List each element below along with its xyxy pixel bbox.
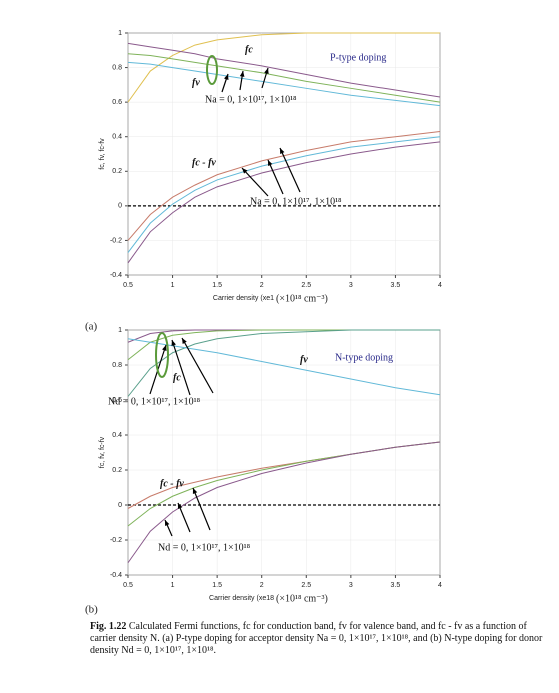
series-line (127, 61, 441, 107)
x-tick-label: 0.5 (123, 582, 133, 589)
x-tick-label: 3 (349, 582, 353, 589)
y-tick-label: 0 (118, 203, 122, 210)
series-line (127, 136, 441, 253)
panel-label: (a) (85, 321, 98, 333)
arrow (241, 167, 269, 197)
x-tick-label: 2 (260, 582, 264, 589)
y-tick-label: 1 (118, 327, 122, 334)
caption: Fig. 1.22 Calculated Fermi functions, fc… (90, 621, 550, 657)
arrow-head (264, 68, 269, 74)
x-tick-label: 4 (438, 582, 442, 589)
annotation: fv (192, 77, 200, 88)
arrow (192, 487, 211, 531)
annotation: N-type doping (335, 352, 393, 363)
y-tick-label: -0.4 (110, 272, 122, 279)
y-axis-label: fc, fv, fc-fv (99, 138, 106, 170)
y-tick-label: 0.8 (112, 362, 122, 369)
series-line (127, 329, 440, 397)
highlight-ellipse (155, 332, 169, 378)
series-line (127, 141, 441, 264)
series-line (127, 42, 441, 98)
y-tick-label: 0.4 (112, 134, 122, 141)
annotation: Nd = 0, 1×10¹⁷, 1×10¹⁸ (158, 542, 251, 553)
arrow-head (165, 520, 170, 526)
x-tick-label: 1.5 (212, 582, 222, 589)
annotation: fc (245, 44, 253, 55)
series-line (127, 338, 441, 396)
arrow-head (177, 503, 183, 509)
series-line (127, 329, 440, 343)
arrow-head (280, 148, 285, 154)
annotation: Na = 0, 1×10¹⁷, 1×10¹⁸ (205, 94, 297, 105)
x-tick-label: 3 (349, 282, 353, 289)
arrow-head (192, 488, 198, 494)
x-unit-label: (×10¹⁸ cm⁻³) (276, 593, 328, 604)
arrow-head (242, 168, 248, 174)
arrow (279, 147, 301, 193)
arrow-head (182, 338, 187, 344)
annotation: P-type doping (330, 52, 386, 63)
series-line (127, 32, 440, 103)
arrow (181, 337, 214, 394)
x-axis-label: Carrier density (xe18 (209, 595, 274, 602)
caption-text: Calculated Fermi functions, fc for condu… (90, 621, 543, 656)
arrow-head (268, 160, 273, 166)
x-tick-label: 2.5 (301, 282, 311, 289)
arrow-head (224, 74, 229, 80)
annotation: fc - fv (160, 478, 184, 489)
figure: -0.4 -0.2 0 0.2 0.4 0.6 0.8 1 0.5 1 1.5 2 2.5 3 3.5 4 fc… (85, 30, 442, 615)
series-line (127, 441, 441, 564)
annotation: Nd = 0, 1×10¹⁷, 1×10¹⁸ (108, 396, 201, 407)
series-line (127, 441, 441, 509)
x-tick-label: 2 (260, 282, 264, 289)
y-tick-label: 0.6 (112, 397, 122, 404)
arrow-head (162, 345, 167, 351)
annotation: fc (173, 372, 181, 383)
panel-label: (b) (85, 604, 98, 615)
y-tick-label: 1 (118, 30, 122, 37)
annotation: fc - fv (192, 157, 216, 168)
x-tick-label: 1 (171, 282, 175, 289)
arrow (267, 159, 284, 195)
x-tick-label: 1 (171, 582, 175, 589)
y-tick-label: 0.2 (112, 467, 122, 474)
x-tick-label: 1.5 (212, 282, 222, 289)
highlight-ellipse (206, 55, 218, 85)
y-tick-label: -0.2 (110, 537, 122, 544)
y-tick-label: -0.4 (110, 572, 122, 579)
y-tick-label: -0.2 (110, 237, 122, 244)
series-line (127, 53, 441, 103)
arrow (171, 339, 191, 396)
x-tick-label: 4 (438, 282, 442, 289)
arrow-head (239, 71, 245, 77)
x-tick-label: 0.5 (123, 282, 133, 289)
plot-frame (127, 32, 441, 276)
x-tick-label: 3.5 (391, 582, 401, 589)
plot-frame (127, 329, 441, 576)
x-axis-label: Carrier density (xe1 (213, 295, 274, 302)
y-tick-label: 0 (118, 502, 122, 509)
caption-label: Fig. 1.22 (90, 621, 127, 632)
x-unit-label: (×10¹⁸ cm⁻³) (276, 293, 328, 304)
arrow-head (171, 340, 176, 346)
y-tick-label: 0.6 (112, 99, 122, 106)
annotation: fv (300, 354, 308, 365)
x-tick-label: 2.5 (301, 582, 311, 589)
y-tick-label: 0.8 (112, 64, 122, 71)
y-tick-label: 0.2 (112, 168, 122, 175)
y-tick-label: 0.4 (112, 432, 122, 439)
x-tick-label: 3.5 (391, 282, 401, 289)
series-line (127, 131, 441, 241)
y-axis-label: fc, fv, fc-fv (99, 436, 106, 468)
annotation: Na = 0, 1×10¹⁷, 1×10¹⁸ (250, 196, 342, 207)
